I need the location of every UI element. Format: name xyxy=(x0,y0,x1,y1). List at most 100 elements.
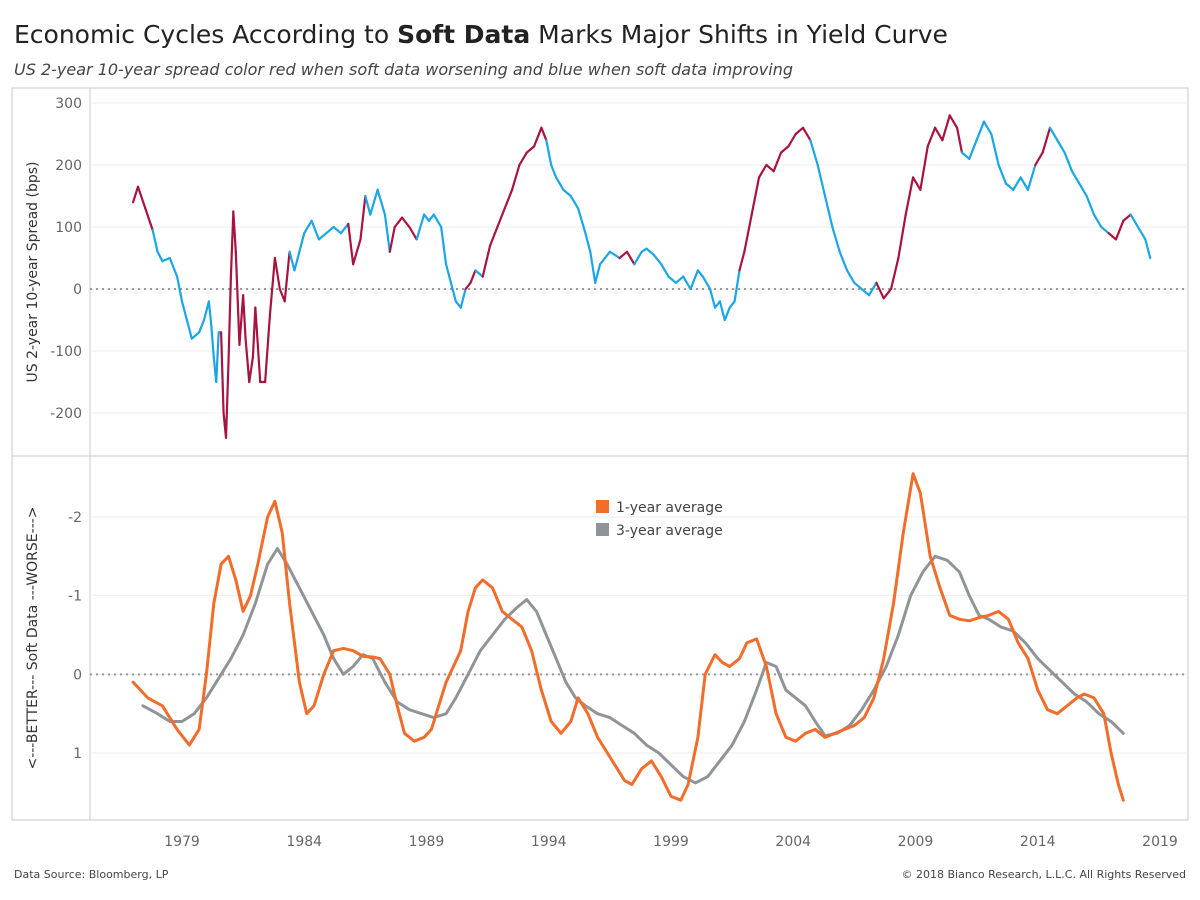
x-tick-label: 2019 xyxy=(1142,834,1178,850)
spread-segment-improving xyxy=(674,275,685,284)
spread-segment-worsening xyxy=(765,163,775,173)
spread-segment-worsening xyxy=(772,151,783,173)
spread-segment-worsening xyxy=(488,225,499,247)
spread-segment-improving xyxy=(185,318,193,340)
spread-segment-improving xyxy=(376,188,387,216)
spread-segment-worsening xyxy=(388,225,396,253)
spread-segment-improving xyxy=(449,281,457,303)
x-tick-label: 1979 xyxy=(164,834,200,850)
spread-segment-worsening xyxy=(232,210,237,253)
spread-segment-improving xyxy=(1012,176,1022,191)
spread-segment-worsening xyxy=(540,126,548,142)
spread-segment-improving xyxy=(207,300,213,328)
spread-segment-worsening xyxy=(750,176,761,216)
chart-title: Economic Cycles According to Soft Data M… xyxy=(14,20,948,49)
spread-segment-improving xyxy=(1085,194,1096,216)
spread-segment-improving xyxy=(831,225,841,253)
spread-segment-improving xyxy=(1136,225,1147,241)
spread-segment-worsening xyxy=(801,126,812,142)
spread-segment-worsening xyxy=(132,185,140,204)
bottom-y-tick-label: 1 xyxy=(73,746,82,762)
spread-segment-improving xyxy=(198,318,206,334)
spread-segment-improving xyxy=(667,275,677,284)
spread-segment-worsening xyxy=(933,126,944,142)
spread-segment-improving xyxy=(161,256,171,263)
x-tick-label: 2014 xyxy=(1020,834,1056,850)
spread-segment-worsening xyxy=(144,207,154,232)
spread-segment-worsening xyxy=(352,238,362,266)
spread-segment-worsening xyxy=(136,185,147,210)
legend-swatch-one-year xyxy=(596,500,609,513)
spread-segment-worsening xyxy=(268,256,277,315)
spread-segment-improving xyxy=(459,287,467,309)
spread-segment-improving xyxy=(975,120,986,142)
spread-segment-worsening xyxy=(1041,126,1052,154)
spread-segment-worsening xyxy=(244,337,251,384)
spread-segment-improving xyxy=(1070,170,1081,185)
spread-segment-improving xyxy=(427,213,435,222)
spread-segment-improving xyxy=(660,263,670,278)
spread-segment-worsening xyxy=(532,126,543,148)
spread-segment-worsening xyxy=(882,287,893,300)
spread-segment-improving xyxy=(168,256,179,278)
spread-segment-improving xyxy=(589,250,597,284)
spread-segment-worsening xyxy=(503,188,514,210)
spread-segment-improving xyxy=(633,250,643,266)
spread-segment-improving xyxy=(554,176,565,191)
spread-segment-improving xyxy=(369,188,379,216)
spread-segment-improving xyxy=(1056,139,1066,154)
spread-segment-improving xyxy=(1144,238,1152,260)
spread-segment-improving xyxy=(569,194,580,210)
spread-segment-worsening xyxy=(625,250,636,266)
spread-segment-improving xyxy=(1019,176,1030,191)
spread-segment-worsening xyxy=(481,244,492,278)
spread-segment-worsening xyxy=(911,176,922,191)
spread-segment-improving xyxy=(990,132,1000,167)
spread-segment-improving xyxy=(867,281,878,297)
x-tick-label: 1994 xyxy=(531,834,567,850)
spread-segment-improving xyxy=(608,250,621,260)
spread-segment-improving xyxy=(1004,182,1015,191)
spread-segment-improving xyxy=(1129,213,1140,229)
spread-segment-improving xyxy=(968,139,978,160)
spread-segment-worsening xyxy=(254,306,262,384)
top-y-tick-label: 100 xyxy=(55,220,82,236)
spread-segment-worsening xyxy=(224,362,230,439)
spread-segment-worsening xyxy=(518,151,528,167)
spread-segment-worsening xyxy=(234,250,241,346)
spread-segment-worsening xyxy=(347,222,355,266)
spread-segment-worsening xyxy=(1034,151,1044,167)
spread-segment-worsening xyxy=(464,281,472,291)
data-source-note: Data Source: Bloomberg, LP xyxy=(14,868,169,881)
spread-segment-improving xyxy=(310,219,321,241)
spread-segment-improving xyxy=(1048,126,1059,142)
spread-segment-improving xyxy=(718,300,726,322)
spread-segment-improving xyxy=(723,306,731,322)
spread-segment-improving xyxy=(1092,213,1103,229)
spread-segment-improving xyxy=(982,120,993,136)
spread-segment-worsening xyxy=(220,331,225,415)
spread-segment-improving xyxy=(215,331,220,384)
spread-segment-worsening xyxy=(941,114,951,142)
spread-segment-improving xyxy=(1026,163,1037,191)
spread-segment-improving xyxy=(733,269,741,303)
spread-segment-worsening xyxy=(919,145,929,191)
spread-segment-improving xyxy=(652,253,663,266)
spread-segment-improving xyxy=(960,151,971,160)
spread-segment-worsening xyxy=(227,275,232,365)
spread-segment-improving xyxy=(190,331,201,340)
x-tick-label: 2009 xyxy=(898,834,934,850)
spread-series xyxy=(132,114,1152,439)
spread-segment-improving xyxy=(432,213,443,229)
x-tick-label: 2004 xyxy=(775,834,811,850)
spread-segment-worsening xyxy=(779,145,790,154)
spread-segment-improving xyxy=(444,263,453,284)
top-y-axis-label: US 2-year 10-year Spread (bps) xyxy=(25,161,41,382)
spread-segment-improving xyxy=(288,250,296,272)
spread-segment-improving xyxy=(838,250,849,272)
spread-segment-worsening xyxy=(400,216,411,229)
spread-segment-improving xyxy=(293,250,301,272)
spread-segment-worsening xyxy=(510,163,521,191)
x-tick-label: 1989 xyxy=(409,834,445,850)
